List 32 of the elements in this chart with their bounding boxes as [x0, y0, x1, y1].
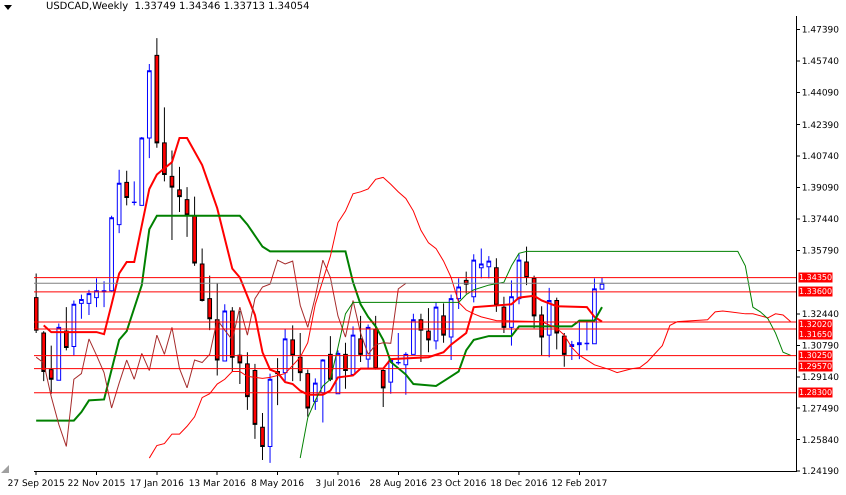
- y-tick-label: 1.39090: [802, 184, 840, 194]
- x-tick-label: 17 Jan 2016: [130, 478, 184, 489]
- y-tick-label: 1.24190: [802, 467, 840, 478]
- y-tick-label: 1.25840: [802, 436, 840, 446]
- chart-title: USDCAD,Weekly 1.33749 1.34346 1.33713 1.34054: [46, 1, 310, 12]
- ref-line-label: 1.34350: [799, 273, 832, 282]
- ref-line-label: 1.29570: [799, 362, 832, 371]
- x-tick-label: 8 May 2016: [251, 478, 304, 489]
- y-tick-label: 1.35790: [802, 246, 840, 256]
- y-tick-label: 1.42390: [802, 120, 840, 131]
- ref-line-label: 1.32020: [799, 320, 832, 329]
- ref-line-label: 1.31650: [799, 330, 832, 339]
- x-tick-label: 3 Jul 2016: [315, 478, 361, 489]
- y-tick-label: 1.30790: [802, 342, 840, 352]
- y-tick-label: 1.40740: [802, 152, 840, 162]
- x-tick-label: 28 Aug 2016: [369, 478, 428, 489]
- y-tick-label: 1.37440: [802, 215, 840, 226]
- x-tick-label: 22 Nov 2015: [68, 478, 126, 489]
- y-tick-label: 1.44090: [802, 88, 840, 98]
- y-tick-label: 1.32440: [802, 310, 840, 320]
- x-tick-label: 13 Mar 2016: [188, 478, 246, 489]
- y-tick-label: 1.47390: [802, 26, 840, 36]
- ref-line-label: 1.28300: [799, 388, 832, 397]
- x-tick-label: 23 Oct 2016: [430, 478, 487, 489]
- y-tick-label: 1.45740: [802, 57, 840, 68]
- x-tick-label: 18 Dec 2016: [490, 478, 548, 489]
- y-tick-label: 1.29140: [802, 372, 840, 383]
- x-tick-label: 12 Feb 2017: [551, 478, 608, 489]
- ref-line-label: 1.33600: [799, 287, 832, 296]
- y-tick-label: 1.27490: [802, 404, 840, 414]
- x-tick-label: 27 Sep 2015: [8, 478, 65, 489]
- ref-line-label: 1.30250: [799, 351, 832, 360]
